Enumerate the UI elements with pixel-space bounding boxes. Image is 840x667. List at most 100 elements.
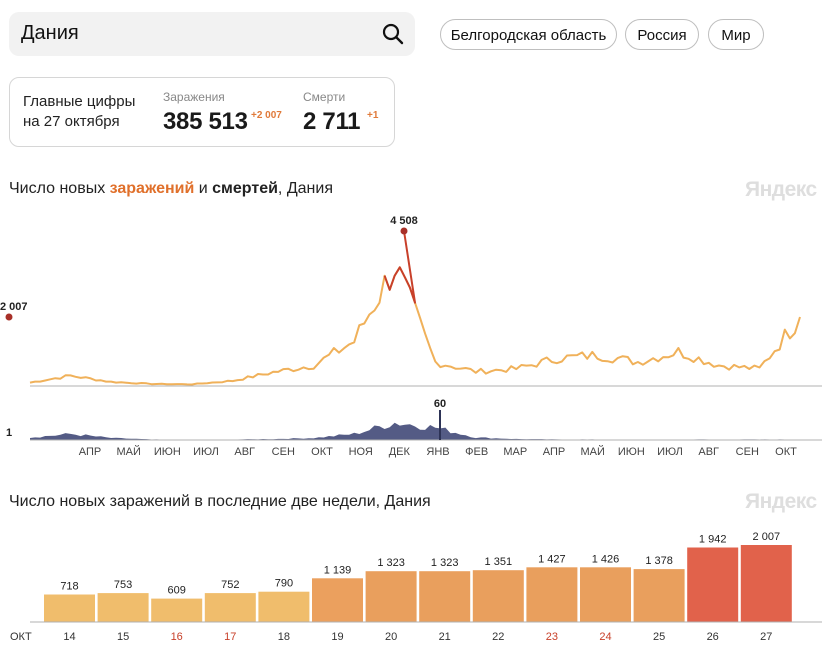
month-tick-label: ФЕВ (465, 446, 488, 458)
region-chip-russia[interactable]: Россия (625, 19, 699, 50)
bar-value-label: 752 (221, 579, 239, 591)
infections-peak-line (383, 230, 416, 304)
infections-label: Заражения (163, 90, 225, 104)
search-bar[interactable]: Дания (9, 12, 415, 56)
bar-value-label: 790 (275, 578, 293, 590)
bar-day-labels: 14 15 16 17 18 19 20 21 22 23 24 25 26 27 (63, 631, 772, 643)
month-tick-label: АВГ (234, 446, 255, 458)
bar[interactable] (151, 598, 203, 622)
infections-total: 385 513 (163, 108, 248, 135)
chart1-title-infections: заражений (109, 180, 195, 197)
bar-day-label: 25 (653, 631, 665, 643)
deaths-area (30, 422, 800, 440)
bar-day-label: 23 (546, 631, 558, 643)
bar-day-label: 27 (760, 631, 772, 643)
infections-peak-label: 4 508 (390, 215, 418, 227)
deaths-total: 2 711 (303, 108, 361, 135)
month-tick-label: ИЮЛ (657, 446, 683, 458)
bar[interactable] (472, 570, 524, 622)
bar-day-label: 14 (63, 631, 75, 643)
bar[interactable] (258, 591, 310, 622)
bar[interactable] (44, 594, 95, 623)
bar-value-label: 1 378 (645, 555, 673, 567)
month-tick-label: ОКТ (775, 446, 797, 458)
deaths-label: Смерти (303, 90, 346, 104)
chart1-title-pre: Число новых (9, 180, 110, 197)
bar[interactable] (633, 569, 685, 622)
infections-delta: +2 007 (251, 110, 282, 121)
bar-value-label: 1 942 (699, 534, 727, 546)
month-axis: АПР МАЙ ИЮН ИЮЛ АВГ СЕН ОКТ НОЯ ДЕК ЯНВ ФЕВ МАР АПР М… (79, 445, 797, 458)
month-tick-label: ДЕК (389, 446, 411, 458)
bar[interactable] (204, 593, 256, 622)
month-tick-label: АПР (79, 446, 101, 458)
summary-date: на 27 октября (23, 113, 120, 130)
search-input[interactable]: Дания (21, 22, 79, 44)
two-week-bar-chart: 718 753 609 752 790 1 139 1 323 1 323 1 351 1 427… (10, 531, 822, 643)
bar-value-label: 1 323 (431, 557, 459, 569)
month-tick-label: АПР (543, 446, 565, 458)
month-tick-label: НОЯ (349, 446, 373, 458)
summary-title: Главные цифры на 27 октября (23, 92, 153, 132)
bar-value-label: 1 139 (324, 564, 352, 576)
bar-value-label: 718 (60, 581, 78, 593)
month-tick-label: МАЙ (580, 445, 604, 458)
bar[interactable] (312, 578, 363, 622)
month-tick-label: СЕН (736, 446, 759, 458)
timeline-chart: 4 508 2 007 60 1 АПР МАЙ ИЮН ИЮЛ АВГ СЕН ОКТ НО… (0, 215, 822, 458)
month-tick-label: СЕН (272, 446, 295, 458)
infections-peak-dot (400, 227, 408, 235)
search-icon[interactable] (381, 22, 405, 46)
bar[interactable] (687, 547, 739, 623)
region-chip-belgorod[interactable]: Белгородская область (440, 19, 617, 50)
bar-day-label: 17 (224, 631, 236, 643)
bar-day-label: 20 (385, 631, 397, 643)
month-tick-label: МАР (503, 446, 527, 458)
bar-day-label: 16 (171, 631, 183, 643)
bar-day-label: 26 (707, 631, 719, 643)
bar-value-label: 1 426 (592, 553, 620, 565)
deaths-peak-label: 60 (434, 398, 446, 410)
bar[interactable] (740, 545, 792, 622)
chart1-title-post: , Дания (277, 180, 333, 197)
summary-card: Главные цифры на 27 октября Заражения 38… (9, 77, 395, 147)
month-tick-label: ЯНВ (426, 446, 449, 458)
bar-day-label: 21 (439, 631, 451, 643)
bar-month-label: ОКТ (10, 631, 32, 643)
bar-day-label: 22 (492, 631, 504, 643)
infections-line (29, 266, 801, 386)
month-tick-label: ИЮН (618, 446, 645, 458)
bar-day-label: 18 (278, 631, 290, 643)
chart1-title-mid: и (194, 180, 213, 197)
bar-day-label: 15 (117, 631, 129, 643)
yandex-watermark: Яндекс (745, 178, 817, 201)
bar[interactable] (365, 571, 417, 622)
bar[interactable] (419, 571, 471, 622)
deaths-current-label: 1 (6, 427, 12, 439)
month-tick-label: ИЮН (154, 446, 181, 458)
month-tick-label: АВГ (698, 446, 719, 458)
region-chip-world[interactable]: Мир (708, 19, 764, 50)
bar[interactable] (580, 567, 631, 622)
chart1-title-deaths: смертей (212, 180, 278, 197)
yandex-watermark-2: Яндекс (745, 490, 817, 513)
chart2-title: Число новых заражений в последние две не… (9, 493, 431, 510)
month-tick-label: ИЮЛ (193, 446, 219, 458)
bar-value-label: 2 007 (753, 531, 781, 543)
chart1-title: Число новых заражений и смертей, Дания (9, 180, 333, 198)
bar[interactable] (526, 567, 578, 622)
infections-current-label: 2 007 (0, 301, 28, 313)
bar-value-label: 1 323 (377, 557, 405, 569)
bar-day-label: 19 (331, 631, 343, 643)
month-tick-label: МАЙ (116, 445, 140, 458)
month-tick-label: ОКТ (311, 446, 333, 458)
infections-current-dot (5, 313, 13, 321)
bar-day-label: 24 (599, 631, 611, 643)
bar-value-label: 609 (168, 585, 186, 597)
bar-value-label: 1 427 (538, 553, 566, 565)
deaths-delta: +1 (367, 110, 379, 121)
bar-value-label: 753 (114, 579, 132, 591)
bar[interactable] (97, 593, 149, 622)
bars-group: 718 753 609 752 790 1 139 1 323 1 323 1 351 1 427… (44, 531, 792, 622)
bar-value-label: 1 351 (485, 556, 513, 568)
